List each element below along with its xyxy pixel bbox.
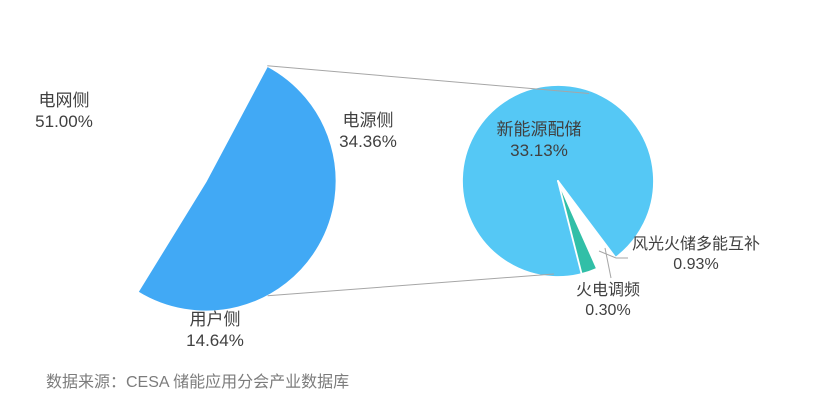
- label-power-side-name: 电源侧: [342, 110, 394, 130]
- label-power-side-pct: 34.36%: [339, 132, 397, 151]
- series-connector-lines: [267, 65, 590, 297]
- label-thermal: 火电调频 0.30%: [576, 281, 640, 321]
- label-power-side: 电源侧 34.36%: [339, 110, 397, 153]
- label-thermal-name: 火电调频: [575, 282, 641, 299]
- label-user-side-name: 用户侧: [189, 309, 241, 329]
- label-thermal-pct: 0.30%: [585, 302, 631, 319]
- label-multi-energy-name: 风光火储多能互补: [631, 236, 761, 253]
- leader-line-multi-energy: [598, 250, 628, 259]
- connector-line-top: [267, 65, 590, 94]
- label-user-side: 用户侧 14.64%: [186, 309, 244, 352]
- label-renewable-storage-name: 新能源配储: [496, 119, 582, 139]
- label-multi-energy-pct: 0.93%: [673, 256, 719, 273]
- label-user-side-pct: 14.64%: [186, 331, 244, 350]
- label-renewable-storage-pct: 33.13%: [510, 141, 568, 160]
- label-grid-side: 电网侧 51.00%: [35, 90, 93, 133]
- source-note: 数据来源：CESA 储能应用分会产业数据库: [46, 374, 350, 391]
- leader-line-thermal: [604, 247, 612, 279]
- label-multi-energy: 风光火储多能互补 0.93%: [632, 235, 760, 275]
- pie-slice-multi-energy-complementary: [557, 180, 598, 275]
- leader-lines: [598, 247, 628, 279]
- label-renewable-storage: 新能源配储 33.13%: [497, 119, 582, 162]
- label-grid-side-pct: 51.00%: [35, 112, 93, 131]
- main-pie: [136, 64, 338, 313]
- label-grid-side-name: 电网侧: [38, 90, 90, 110]
- connector-line-bottom: [267, 273, 555, 297]
- pie-slice-grid-side: [136, 64, 338, 313]
- secondary-pie: [461, 84, 655, 278]
